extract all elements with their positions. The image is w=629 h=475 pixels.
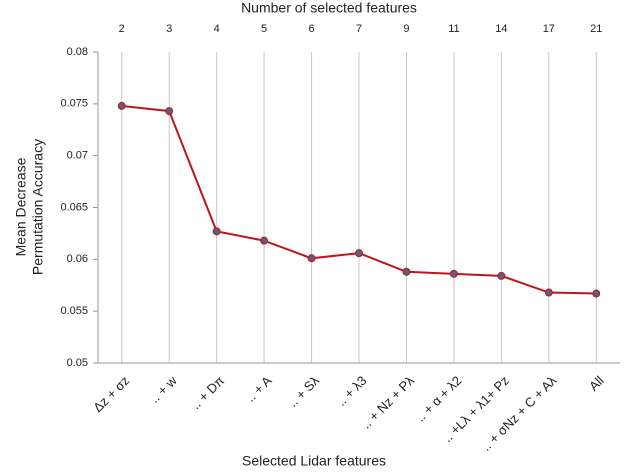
y-tick-label: 0.075 <box>60 98 88 110</box>
x-tick-label: .. + λ3 <box>334 373 370 409</box>
x-tick-label: .. + Dπ <box>188 373 227 412</box>
y-axis-title: Permutation Accuracy <box>30 139 46 275</box>
y-tick-label: 0.07 <box>67 150 88 162</box>
point <box>117 101 126 110</box>
top-tick-label: 9 <box>403 23 409 35</box>
top-tick-label: 7 <box>356 23 362 35</box>
x-tick-label: .. + A <box>243 373 275 405</box>
top-tick-label: 11 <box>448 23 459 35</box>
y-tick-label: 0.08 <box>67 46 88 58</box>
x-axis-title: Selected Lidar features <box>242 453 386 469</box>
point <box>497 271 506 280</box>
point <box>165 107 174 116</box>
y-tick-label: 0.065 <box>60 201 88 213</box>
top-tick-label: 6 <box>308 23 314 35</box>
top-tick-label: 4 <box>214 23 220 35</box>
y-tick-label: 0.06 <box>67 253 88 265</box>
top-axis-title: Number of selected features <box>241 0 417 16</box>
point <box>355 249 363 258</box>
x-tick-label: All <box>586 373 607 394</box>
top-tick-label: 21 <box>590 23 602 35</box>
x-tick-label: Δz + σz <box>90 373 132 415</box>
y-tick-label: 0.05 <box>67 357 88 369</box>
point <box>449 269 458 278</box>
point <box>402 267 411 276</box>
y-tick-label: 0.055 <box>60 305 88 317</box>
top-tick-label: 17 <box>543 23 555 35</box>
x-tick-label: .. + Sλ <box>285 373 322 410</box>
x-tick-label: .. + w <box>147 373 180 406</box>
top-tick-label: 14 <box>495 23 507 35</box>
point <box>592 289 601 298</box>
point <box>212 227 221 236</box>
top-tick-label: 3 <box>166 23 172 35</box>
point <box>307 254 316 263</box>
point <box>544 288 553 297</box>
y-axis-title: Mean Decrease <box>13 157 29 256</box>
top-tick-label: 5 <box>261 23 267 35</box>
point <box>260 236 269 245</box>
top-tick-label: 2 <box>119 23 125 35</box>
